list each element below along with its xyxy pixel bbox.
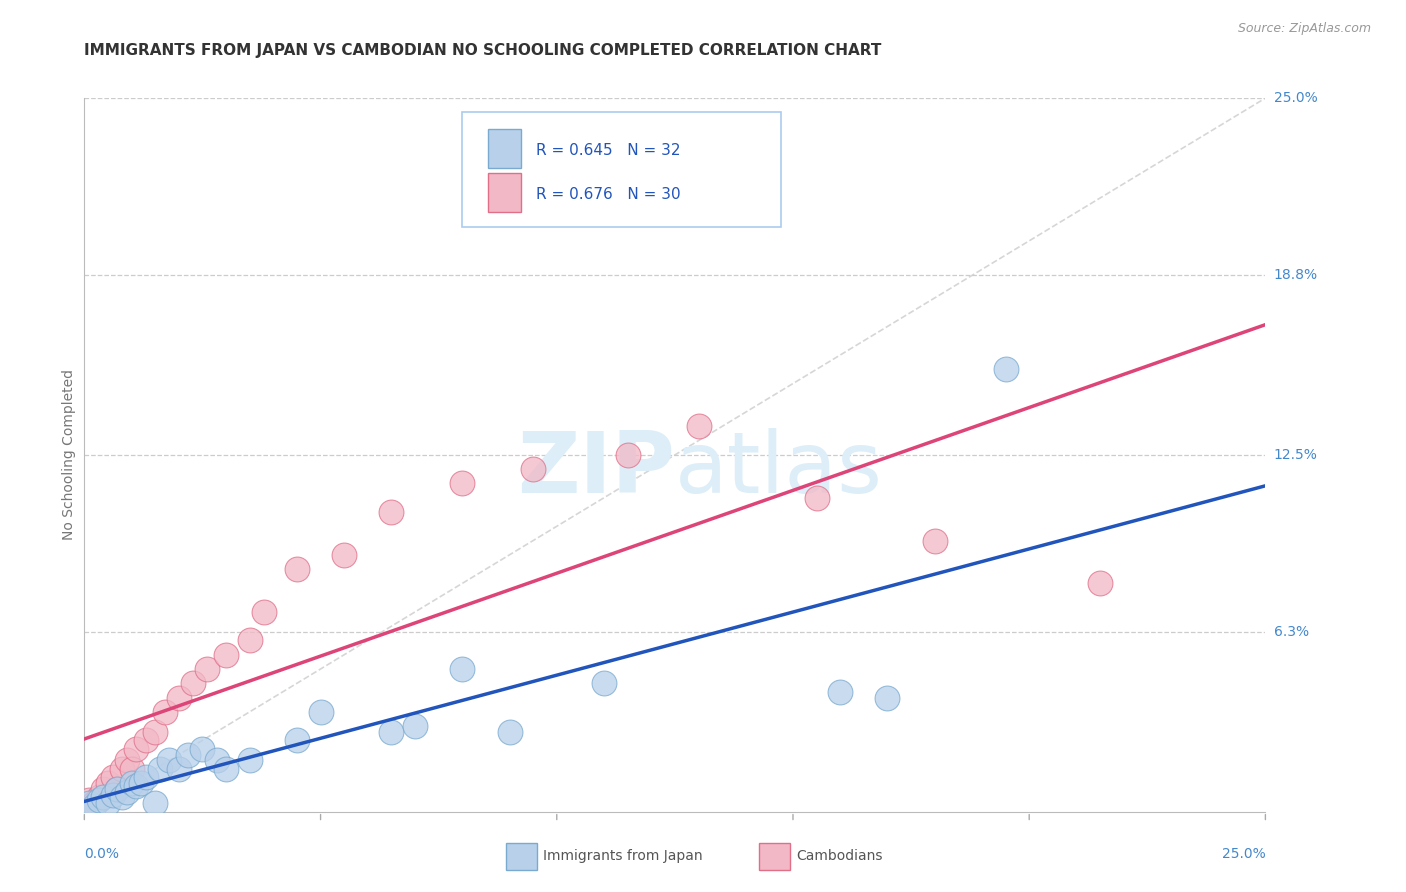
Point	[111, 790, 134, 805]
Point	[285, 562, 308, 576]
Point	[239, 633, 262, 648]
Point	[135, 771, 157, 785]
Point	[135, 733, 157, 747]
Point	[153, 705, 176, 719]
Point	[143, 724, 166, 739]
Point	[380, 505, 402, 519]
Point	[121, 776, 143, 790]
Point	[115, 785, 138, 799]
Point	[101, 788, 124, 802]
Point	[994, 362, 1017, 376]
Point	[215, 762, 238, 776]
Text: Immigrants from Japan: Immigrants from Japan	[543, 849, 703, 863]
Point	[924, 533, 946, 548]
Point	[167, 762, 190, 776]
Text: ZIP: ZIP	[517, 427, 675, 511]
Point	[239, 753, 262, 767]
FancyBboxPatch shape	[488, 128, 522, 168]
Point	[97, 796, 120, 810]
Point	[157, 753, 180, 767]
FancyBboxPatch shape	[463, 112, 782, 227]
Point	[87, 790, 110, 805]
Point	[616, 448, 638, 462]
Point	[498, 724, 520, 739]
Point	[149, 762, 172, 776]
Point	[91, 781, 114, 796]
Point	[830, 685, 852, 699]
Y-axis label: No Schooling Completed: No Schooling Completed	[62, 369, 76, 541]
FancyBboxPatch shape	[488, 173, 522, 212]
Text: R = 0.645   N = 32: R = 0.645 N = 32	[536, 143, 681, 158]
Point	[205, 753, 228, 767]
Point	[107, 781, 129, 796]
Point	[125, 742, 148, 756]
Point	[83, 796, 105, 810]
Point	[451, 662, 474, 676]
Text: 0.0%: 0.0%	[84, 847, 120, 862]
Text: 6.3%: 6.3%	[1274, 625, 1309, 639]
Point	[333, 548, 356, 562]
Point	[97, 776, 120, 790]
Point	[167, 690, 190, 705]
Text: 18.8%: 18.8%	[1274, 268, 1317, 282]
Point	[143, 796, 166, 810]
Point	[177, 747, 200, 762]
Text: R = 0.676   N = 30: R = 0.676 N = 30	[536, 187, 681, 202]
Point	[195, 662, 218, 676]
Text: atlas: atlas	[675, 427, 883, 511]
Point	[83, 799, 105, 814]
Point	[121, 762, 143, 776]
Text: 25.0%: 25.0%	[1222, 847, 1265, 862]
Point	[181, 676, 204, 690]
Point	[115, 753, 138, 767]
Text: 12.5%: 12.5%	[1274, 448, 1317, 462]
Point	[285, 733, 308, 747]
Point	[688, 419, 710, 434]
Text: 25.0%: 25.0%	[1274, 91, 1317, 105]
Point	[876, 690, 898, 705]
Point	[107, 781, 129, 796]
Point	[129, 776, 152, 790]
Point	[191, 742, 214, 756]
Point	[522, 462, 544, 476]
Point	[253, 605, 276, 619]
Point	[87, 793, 110, 807]
Text: Cambodians: Cambodians	[796, 849, 883, 863]
Point	[101, 771, 124, 785]
Point	[593, 676, 616, 690]
Point	[380, 724, 402, 739]
Point	[451, 476, 474, 491]
Text: Source: ZipAtlas.com: Source: ZipAtlas.com	[1237, 22, 1371, 36]
Point	[309, 705, 332, 719]
Point	[404, 719, 426, 733]
Point	[1088, 576, 1111, 591]
Point	[77, 796, 100, 810]
Point	[77, 793, 100, 807]
Point	[215, 648, 238, 662]
Point	[111, 762, 134, 776]
Point	[806, 491, 828, 505]
Text: IMMIGRANTS FROM JAPAN VS CAMBODIAN NO SCHOOLING COMPLETED CORRELATION CHART: IMMIGRANTS FROM JAPAN VS CAMBODIAN NO SC…	[84, 43, 882, 58]
Point	[125, 779, 148, 793]
Point	[91, 790, 114, 805]
